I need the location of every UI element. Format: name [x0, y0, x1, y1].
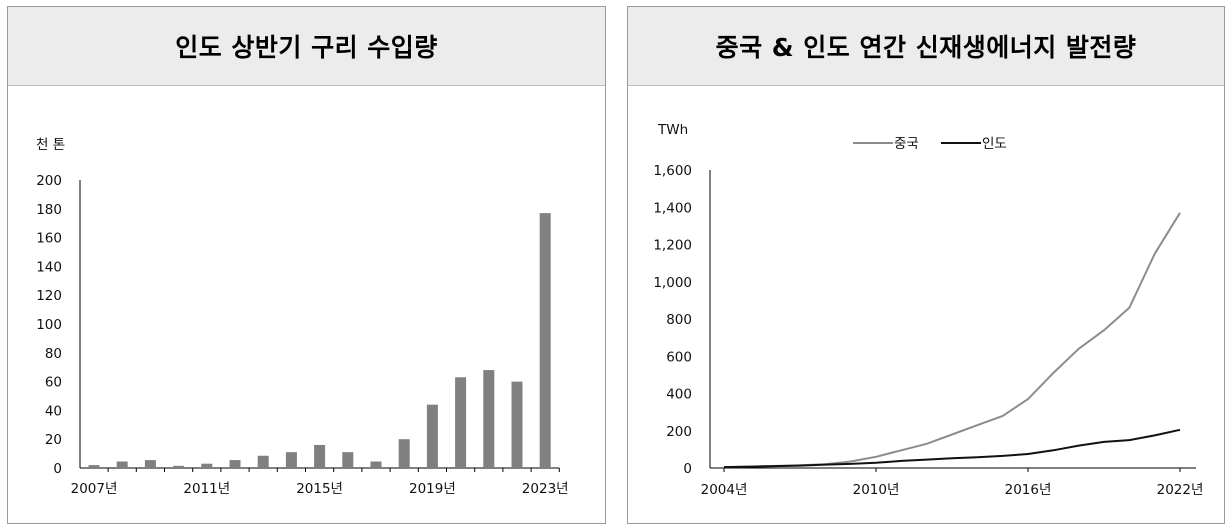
bar-2011: [201, 463, 213, 468]
x-tick-label: 2004년: [701, 482, 748, 498]
legend-label: 인도: [982, 136, 1007, 152]
x-tick-label: 2010년: [853, 482, 900, 498]
x-tick-label: 2019년: [409, 481, 456, 497]
bar-2013: [257, 455, 269, 468]
x-tick-label: 2016년: [1005, 482, 1052, 498]
series-line-2: [723, 428, 1181, 469]
y-tick-label: 180: [36, 202, 62, 218]
y-tick-label: 20: [45, 432, 62, 448]
series-line-1: [723, 212, 1181, 469]
panel-header: 인도 상반기 구리 수입량: [8, 7, 605, 86]
y-tick-label: 140: [36, 259, 62, 275]
y-tick-label: 80: [45, 346, 62, 362]
y-axis-unit: 천 톤: [36, 137, 65, 153]
renewable-energy-panel: 중국 & 인도 연간 신재생에너지 발전량 TWh 중국 인도 0 200 400 600 8…: [627, 6, 1225, 524]
y-tick-label: 400: [666, 387, 692, 403]
bar-2020: [455, 377, 467, 468]
x-tick-label: 2015년: [296, 481, 343, 497]
bar-2018: [398, 439, 410, 468]
y-tick-label: 120: [36, 288, 62, 304]
y-tick-label: 0: [683, 461, 692, 477]
x-tick-label: 2023년: [522, 481, 569, 497]
y-tick-label: 1,000: [653, 275, 692, 291]
bar-2007: [88, 465, 100, 468]
y-tick-label: 1,400: [653, 200, 692, 216]
bar-2021: [483, 370, 495, 468]
y-tick-label: 600: [666, 349, 692, 365]
panel-header: 중국 & 인도 연간 신재생에너지 발전량: [628, 7, 1224, 86]
bar-chart: 천 톤 0 20 40 60 80 100 120 140 160 180 200 2007년 2011년…: [36, 137, 569, 497]
bar-2010: [173, 465, 185, 468]
bar-2014: [285, 452, 297, 468]
bar-2019: [426, 404, 438, 468]
bar-2017: [370, 461, 382, 468]
y-tick-label: 1,600: [653, 163, 692, 179]
x-tick-label: 2022년: [1157, 482, 1204, 498]
bar-2022: [511, 381, 523, 468]
chart-title: 중국 & 인도 연간 신재생에너지 발전량: [715, 33, 1137, 62]
y-tick-label: 100: [36, 317, 62, 333]
chart-title: 인도 상반기 구리 수입량: [175, 33, 438, 62]
bar-2009: [144, 460, 156, 468]
y-tick-label: 200: [666, 424, 692, 440]
bar-2008: [116, 461, 128, 468]
bar-2023: [539, 213, 551, 468]
y-tick-label: 160: [36, 231, 62, 247]
y-tick-label: 0: [53, 461, 62, 477]
y-axis-unit: TWh: [657, 122, 688, 138]
y-tick-label: 1,200: [653, 238, 692, 254]
bar-2012: [229, 460, 241, 468]
x-tick-label: 2007년: [71, 481, 118, 497]
bar-2015: [314, 444, 326, 468]
y-tick-label: 800: [666, 312, 692, 328]
bar-2016: [342, 452, 354, 468]
y-tick-label: 60: [45, 375, 62, 391]
line-chart: TWh 중국 인도 0 200 400 600 800 1,000 1,200 1,400 1,600…: [653, 122, 1204, 498]
y-tick-label: 200: [36, 173, 62, 189]
legend-label: 중국: [894, 136, 919, 152]
x-tick-label: 2011년: [183, 481, 230, 497]
copper-import-panel: 인도 상반기 구리 수입량 천 톤 0 20 40 60 80 100 120 140 160 18…: [7, 6, 606, 524]
y-tick-label: 40: [45, 403, 62, 419]
